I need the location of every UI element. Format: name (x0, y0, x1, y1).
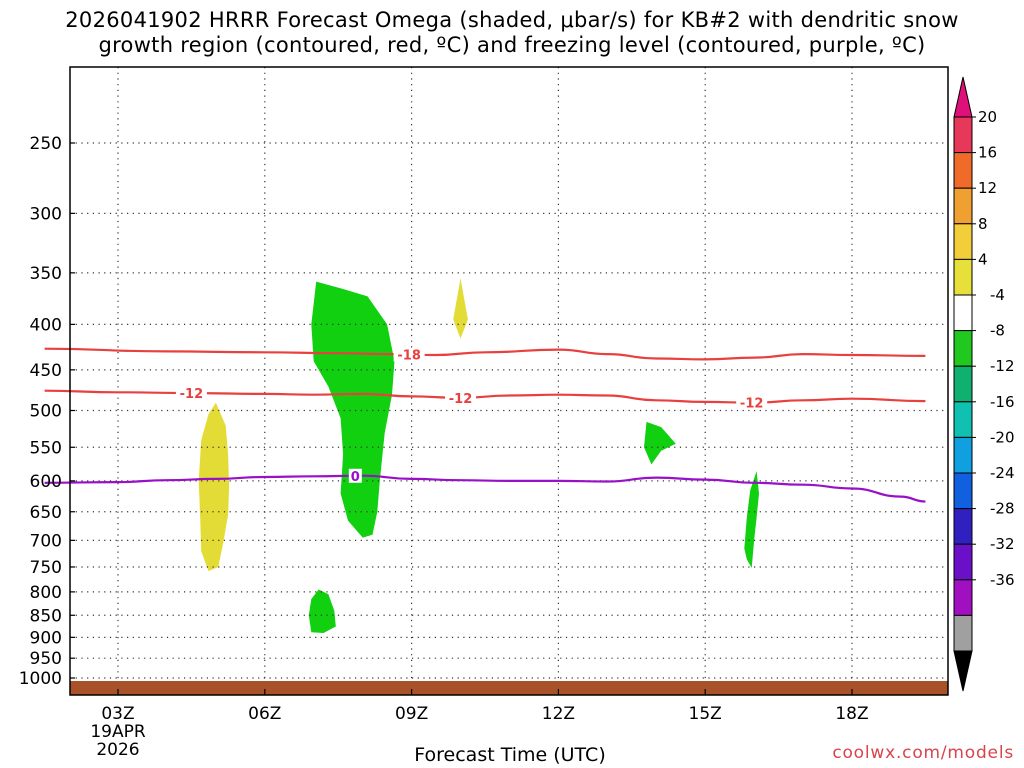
colorbar-label: -20 (990, 428, 1015, 446)
omega-region-4 (308, 589, 336, 633)
y-tick-label: 950 (30, 649, 62, 669)
credit-text: coolwx.com/models (832, 743, 1014, 763)
colorbar-label: 4 (978, 250, 988, 268)
chart-title-line-2: growth region (contoured, red, ºC) and f… (98, 33, 926, 57)
y-axis: 2503003504004505005506006507007508008509… (19, 134, 75, 689)
contour-lines: -18 -12 -12 -12 0 (44, 347, 926, 503)
colorbar-segment (953, 436, 973, 474)
y-tick-label: 650 (30, 503, 62, 523)
omega-region-1 (198, 402, 230, 572)
colorbar-segment (953, 614, 973, 652)
contour--12 (44, 389, 926, 404)
colorbar-top-triangle (953, 76, 973, 118)
y-tick-label: 900 (30, 628, 62, 648)
y-tick-label: 1000 (19, 669, 62, 689)
grid-lines (70, 67, 948, 695)
colorbar-bottom-triangle (953, 650, 973, 692)
omega-region-6 (744, 471, 759, 568)
x-tick-label: 03Z (101, 704, 134, 724)
x-tick-label: 12Z (542, 704, 575, 724)
contour-label: 0 (351, 470, 360, 485)
x-tick-label: 15Z (689, 704, 722, 724)
y-tick-label: 450 (30, 361, 62, 381)
y-tick-label: 350 (30, 264, 62, 284)
y-tick-label: 850 (30, 606, 62, 626)
colorbar-label: -24 (990, 464, 1015, 482)
colorbar-segment (953, 365, 973, 403)
colorbar-label: -28 (990, 500, 1015, 518)
colorbar-segment (953, 508, 973, 545)
contour-label: -12 (740, 397, 764, 412)
y-tick-label: 800 (30, 583, 62, 603)
colorbar-segment (953, 258, 973, 296)
plot-frame (69, 66, 949, 696)
colorbar-label: -16 (990, 393, 1015, 411)
colorbar-segment (953, 294, 973, 332)
omega-region-2 (453, 278, 468, 339)
colorbar-label: -12 (990, 357, 1015, 375)
x-axis-label: Forecast Time (UTC) (414, 744, 606, 766)
colorbar-label: 8 (978, 215, 988, 233)
omega-shaded-regions (198, 278, 759, 633)
colorbar: 20 16 12 8 4-4 -8 -12 -16 -20 -24 -28 -32 -36 (953, 76, 1015, 692)
colorbar-label: -8 (990, 322, 1005, 340)
contour-label: -12 (180, 387, 204, 402)
contour-label-bg (175, 386, 207, 401)
colorbar-segment (953, 472, 973, 510)
colorbar-segment (953, 330, 973, 367)
chart-title-line-1: 2026041902 HRRR Forecast Omega (shaded, … (65, 8, 959, 32)
colorbar-label: 20 (978, 108, 997, 126)
y-tick-label: 250 (30, 134, 62, 154)
colorbar-segment (953, 543, 973, 581)
contour-label-bg (445, 390, 477, 405)
colorbar-segment (953, 223, 973, 260)
omega-region-3 (311, 281, 395, 538)
x-tick-label: 06Z (248, 704, 281, 724)
contour--18 (44, 347, 926, 361)
colorbar-segment (953, 401, 973, 438)
x-tick-label: 18Z (835, 704, 868, 724)
y-tick-label: 500 (30, 402, 62, 422)
y-tick-label: 600 (30, 472, 62, 492)
x-date-label: 19APR (90, 722, 146, 742)
contour-label-bg (393, 347, 425, 362)
colorbar-segment (953, 116, 973, 154)
colorbar-label: 16 (978, 144, 997, 162)
colorbar-label: -4 (990, 286, 1005, 304)
colorbar-label: -36 (990, 571, 1015, 589)
contour-label: -18 (397, 348, 421, 363)
y-tick-label: 700 (30, 531, 62, 551)
y-tick-label: 300 (30, 204, 62, 224)
colorbar-label: -32 (990, 535, 1015, 553)
contour-label-bg (736, 395, 768, 410)
contour-0 (44, 474, 926, 503)
colorbar-label: 12 (978, 179, 997, 197)
x-tick-label: 09Z (395, 704, 428, 724)
colorbar-segment (953, 187, 973, 225)
contour-label: -12 (449, 392, 473, 407)
x-date-label: 2026 (96, 740, 139, 760)
contour-label-bg (348, 468, 362, 483)
colorbar-segment (953, 579, 973, 616)
omega-region-5 (644, 421, 676, 465)
y-tick-label: 400 (30, 315, 62, 335)
colorbar-segment (953, 152, 973, 189)
y-tick-label: 550 (30, 438, 62, 458)
ground-surface (70, 681, 948, 695)
y-tick-label: 750 (30, 558, 62, 578)
